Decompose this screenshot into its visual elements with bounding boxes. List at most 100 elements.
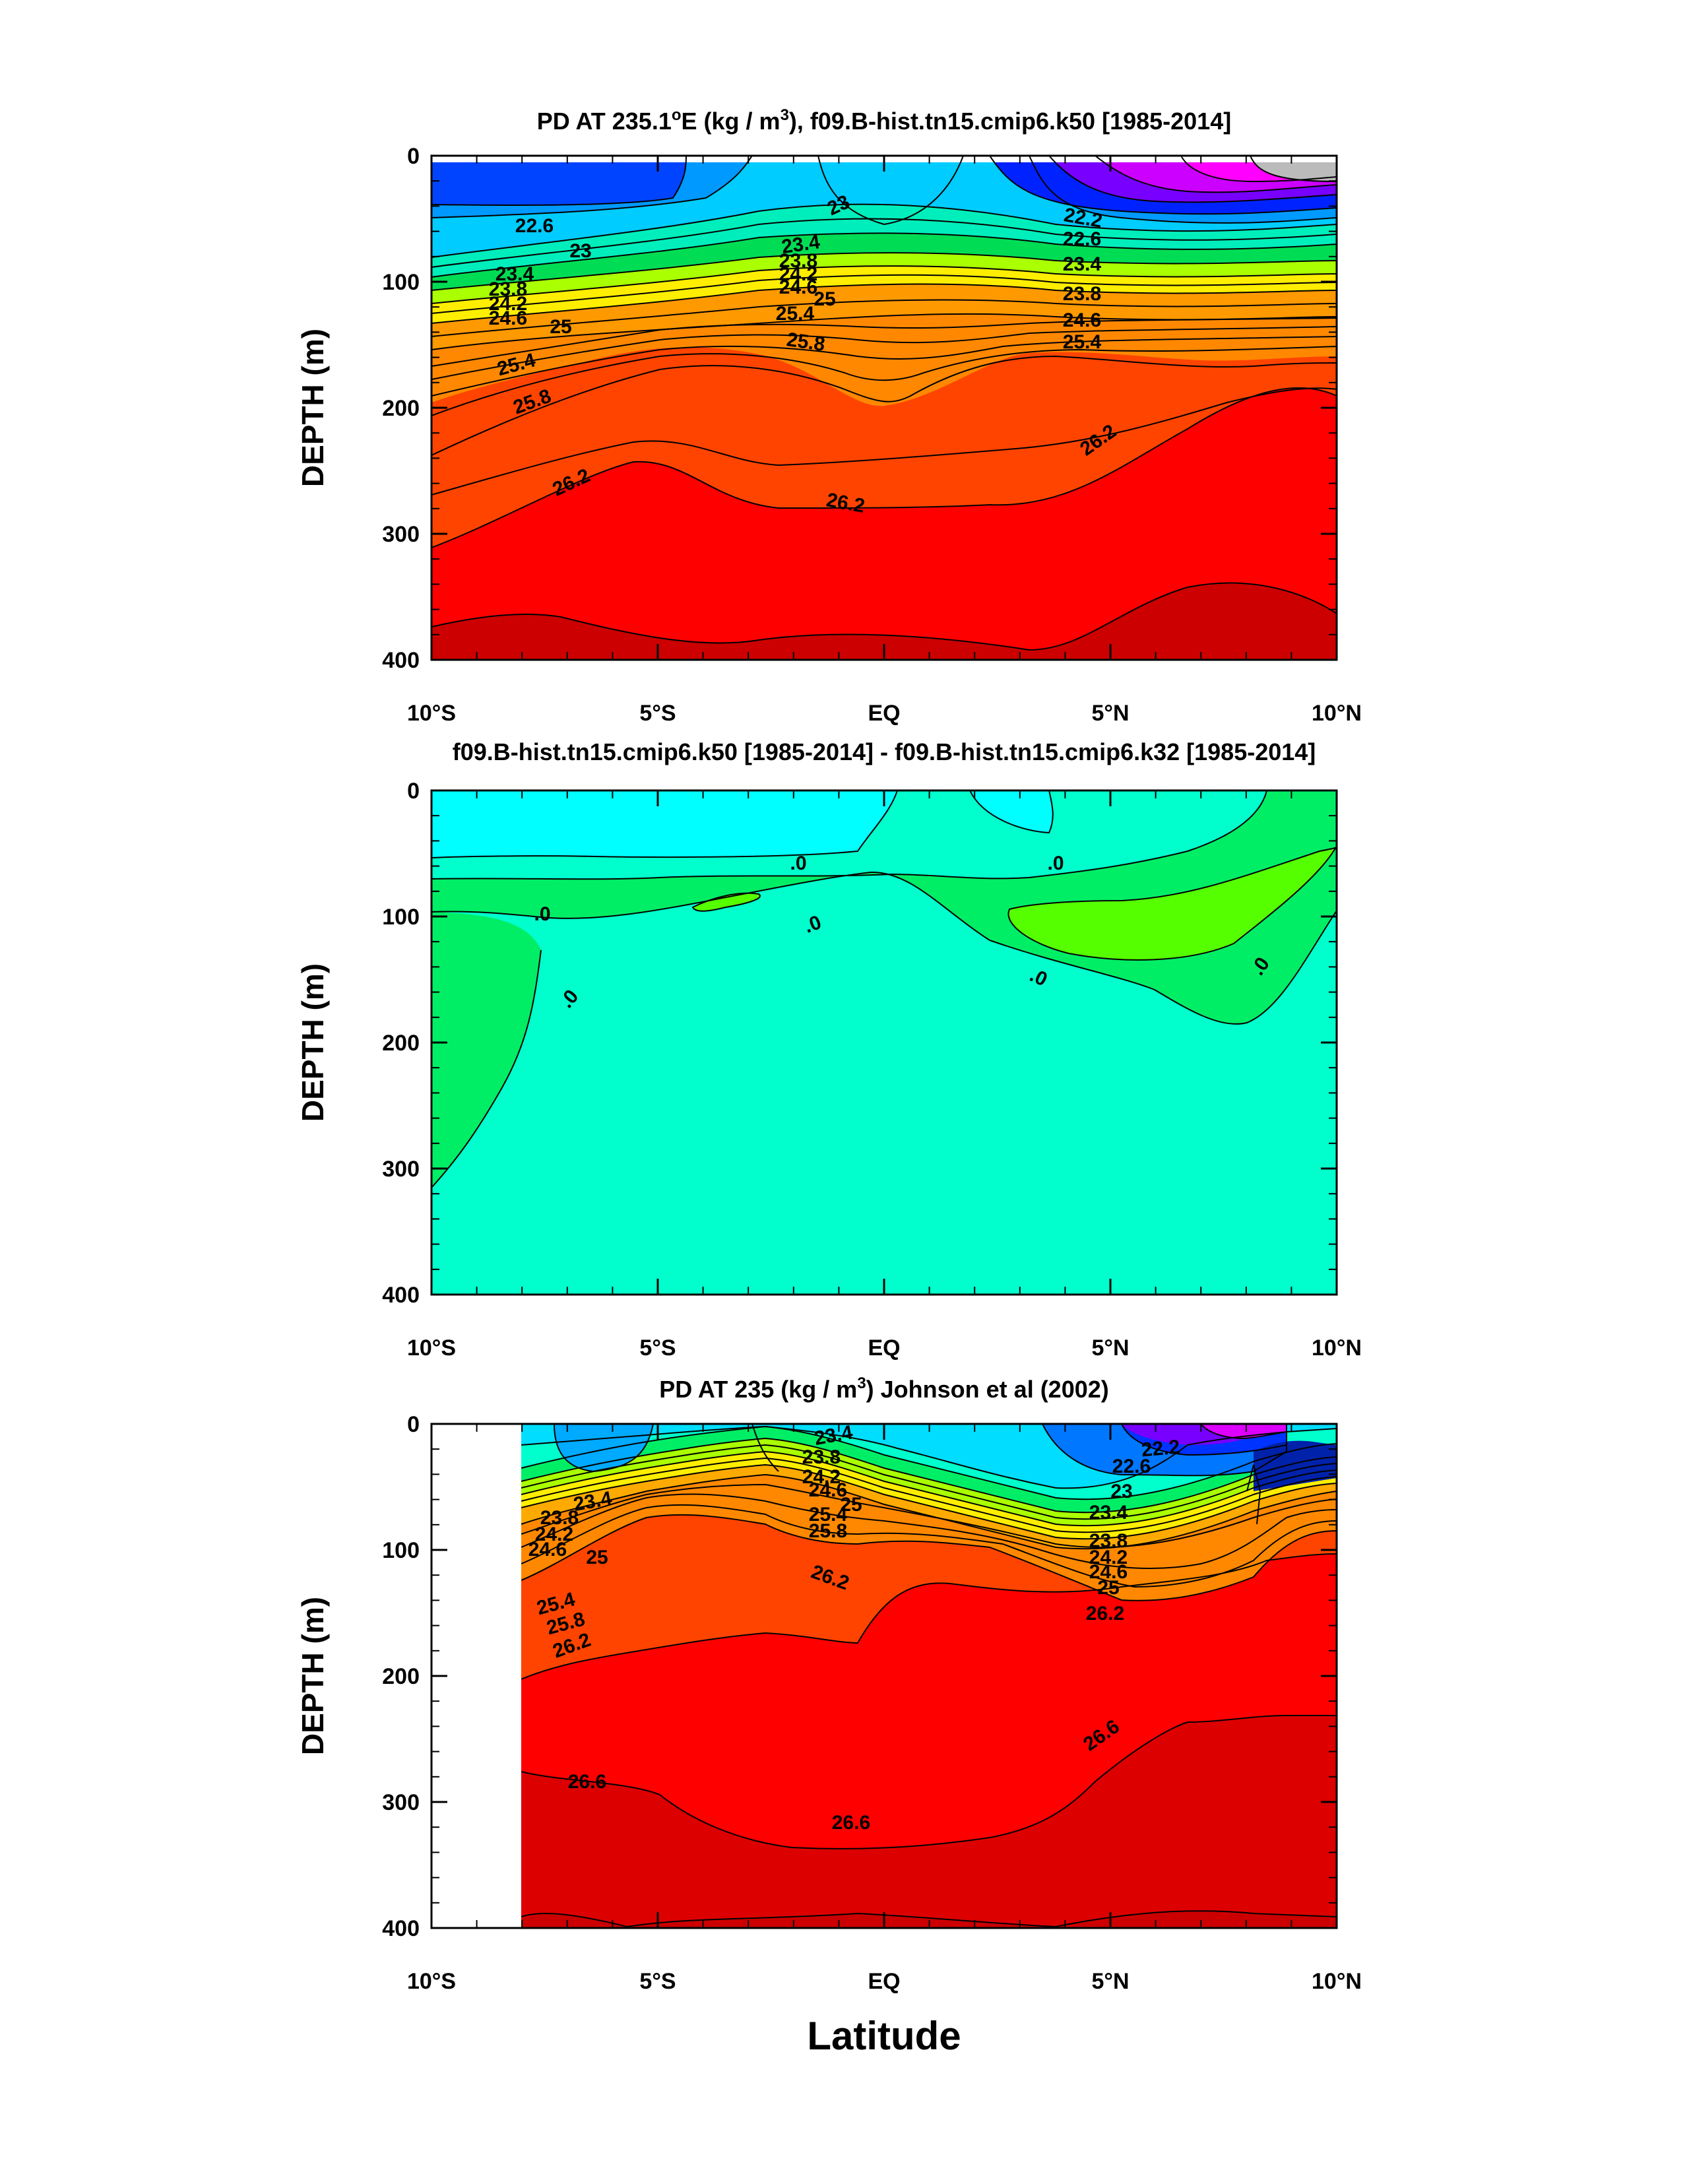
contour-label: .0 xyxy=(1047,852,1064,874)
x-tick-label: EQ xyxy=(868,701,900,726)
contour-line xyxy=(431,355,1337,456)
y-tick-label: 300 xyxy=(382,1790,420,1815)
contour-line xyxy=(1180,156,1337,183)
contour-line xyxy=(431,790,898,858)
contour-line xyxy=(431,299,1337,337)
contour-label: 23 xyxy=(569,240,591,262)
band-22-2 xyxy=(431,156,686,205)
contour-line xyxy=(431,156,753,218)
contour-label: 24.2 xyxy=(1089,1547,1128,1568)
contour-line xyxy=(521,1425,1337,1489)
contour-line xyxy=(969,790,1054,834)
band-22-6-west xyxy=(554,1424,653,1471)
contour-line xyxy=(521,1437,1337,1514)
contour-label: 25.8 xyxy=(785,329,826,356)
contour-label: 25.4 xyxy=(776,303,815,325)
contour-label: 23.8 xyxy=(489,278,527,300)
contour-label: 23.8 xyxy=(540,1507,579,1529)
x-tick-label: EQ xyxy=(868,1969,900,1994)
contour-label: 24.6 xyxy=(1063,309,1101,331)
contour-line xyxy=(1007,845,1337,961)
x-tick-label: 10°S xyxy=(407,701,456,726)
contour-label: 23.8 xyxy=(1089,1530,1128,1552)
y-tick-label: 100 xyxy=(382,270,420,295)
contour-line xyxy=(1250,156,1337,182)
contour-line xyxy=(431,156,687,206)
y-tick-label: 0 xyxy=(407,779,420,804)
contour-line xyxy=(817,156,964,226)
contour-line xyxy=(431,252,1337,291)
contour-line xyxy=(431,949,542,1188)
band-positive-blob xyxy=(693,893,760,911)
contour-label: 24.6 xyxy=(809,1479,847,1501)
x-tick-label: 10°N xyxy=(1312,1969,1362,1994)
band-negative-pocket xyxy=(970,790,1053,833)
x-tick-label: 10°N xyxy=(1312,1335,1362,1361)
band-21-4 xyxy=(1201,1424,1287,1438)
contour-label: 24.2 xyxy=(802,1466,841,1488)
contour-line xyxy=(431,313,1337,350)
contour-line xyxy=(431,283,1337,324)
y-tick-label: 200 xyxy=(382,1664,420,1689)
contour-line xyxy=(1029,156,1337,224)
contour-label: 23.8 xyxy=(802,1446,841,1468)
y-tick-label: 200 xyxy=(382,396,420,421)
contour-label: 25 xyxy=(550,316,571,338)
contour-line xyxy=(521,1457,1337,1533)
contour-line xyxy=(521,1504,1337,1588)
x-tick-label: 10°S xyxy=(407,1969,456,1994)
contour-label: 23.8 xyxy=(779,250,817,272)
contour-line xyxy=(431,387,1337,496)
panel-model-density: PD AT 235.1oE (kg / m3), f09.B-hist.tn15… xyxy=(430,106,1338,661)
x-axis-title: Latitude xyxy=(807,2014,961,2058)
contour-line xyxy=(521,1715,1337,1849)
contour-fill xyxy=(521,1424,1337,1928)
contour-label: 22.6 xyxy=(1112,1456,1151,1477)
band-positive-core xyxy=(1008,846,1337,960)
contour-label: 23.4 xyxy=(1063,253,1102,275)
band-negative-top xyxy=(431,790,897,858)
contour-label: .0 xyxy=(534,903,550,925)
x-tick-label: 10°N xyxy=(1312,701,1362,726)
contour-line xyxy=(431,336,1337,397)
contour-label: 26.6 xyxy=(568,1771,606,1793)
y-tick-label: 0 xyxy=(407,1412,420,1437)
contour-label: 25 xyxy=(813,288,835,310)
x-tick-label: 10°S xyxy=(407,1335,456,1361)
contour-label: 24.2 xyxy=(535,1524,573,1545)
contour-label: 24.6 xyxy=(1089,1561,1128,1583)
contour-line xyxy=(521,1483,1337,1549)
y-tick-label: 400 xyxy=(382,1283,420,1308)
contour-line xyxy=(431,346,1337,416)
contour-label: 24.2 xyxy=(779,263,817,285)
contour-line xyxy=(521,1463,1337,1540)
contour-line xyxy=(431,203,1337,258)
contour-line xyxy=(521,1514,1337,1601)
contour-line xyxy=(1200,1424,1287,1440)
contour-line xyxy=(691,892,761,912)
contour-line xyxy=(431,790,1267,880)
panel-observed-density: PD AT 235 (kg / m3) Johnson et al (2002) xyxy=(430,1374,1338,1929)
contour-label: 24.6 xyxy=(489,307,527,329)
contour-line xyxy=(1246,1464,1261,1525)
y-tick-label: 300 xyxy=(382,1157,420,1182)
y-tick-label: 200 xyxy=(382,1031,420,1056)
contour-label: 25 xyxy=(586,1547,608,1568)
contour-label: 25 xyxy=(840,1494,862,1516)
y-tick-label: 100 xyxy=(382,905,420,930)
x-tick-label: 5°S xyxy=(639,1335,676,1361)
x-tick-label: 5°N xyxy=(1091,701,1129,726)
panel-title: f09.B-hist.tn15.cmip6.k50 [1985-2014] - … xyxy=(453,738,1316,765)
contour-line xyxy=(1048,156,1337,203)
contour-label: 23.8 xyxy=(1063,283,1101,305)
contour-line xyxy=(431,274,1337,314)
y-tick-label: 400 xyxy=(382,648,420,673)
contour-label: 25.4 xyxy=(1063,331,1102,353)
x-tick-label: 5°N xyxy=(1091,1969,1129,1994)
y-tick-label: 400 xyxy=(382,1916,420,1941)
contour-label: 22.6 xyxy=(515,215,554,237)
contour-line xyxy=(521,1493,1337,1570)
band-zero-positive xyxy=(431,790,1337,1024)
